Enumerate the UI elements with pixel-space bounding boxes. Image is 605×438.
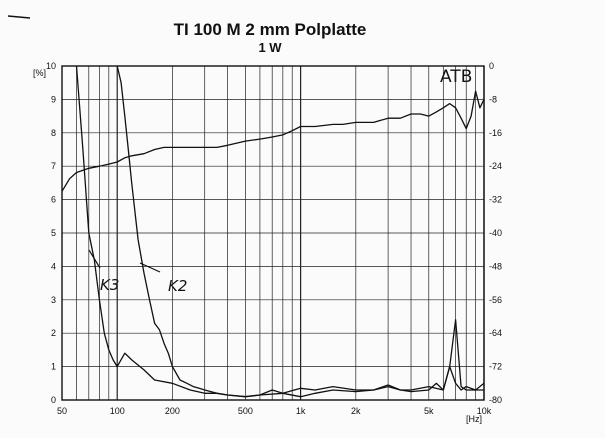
y-left-tick-label: 5 — [51, 228, 56, 238]
y-left-tick-label: 8 — [51, 128, 56, 138]
x-tick-label: 500 — [238, 406, 253, 416]
y-left-tick-label: 7 — [51, 161, 56, 171]
plot-frame — [61, 65, 485, 401]
annotation-k3: K3 — [100, 276, 119, 294]
annotation-k2: K2 — [168, 277, 187, 295]
k2-pointer-stroke — [139, 262, 161, 273]
y-left-unit: [%] — [33, 68, 46, 78]
grid — [61, 65, 485, 401]
y-left-tick-label: 9 — [51, 94, 56, 104]
y-right-tick-label: -40 — [489, 228, 502, 238]
y-right-tick-label: -32 — [489, 195, 502, 205]
y-left-tick-label: 0 — [51, 395, 56, 405]
y-left-tick-label: 1 — [51, 362, 56, 372]
y-right-tick-label: -72 — [489, 362, 502, 372]
y-right-tick-label: -24 — [489, 161, 502, 171]
chart-title: TI 100 M 2 mm Polplatte — [174, 20, 367, 39]
y-right-tick-label: -64 — [489, 328, 502, 338]
y-left-tick-label: 6 — [51, 195, 56, 205]
k3-pointer-stroke — [88, 249, 101, 269]
y-left-tick-label: 10 — [46, 61, 56, 71]
series-line-k3 — [75, 65, 484, 398]
x-tick-label: 10k — [477, 406, 492, 416]
corner-scribble — [7, 15, 31, 19]
annotation-atb: ATB — [440, 67, 472, 87]
x-tick-label: 200 — [165, 406, 180, 416]
y-left-tick-label: 4 — [51, 261, 56, 271]
x-tick-label: 1k — [296, 406, 306, 416]
y-right-tick-label: -48 — [489, 261, 502, 271]
y-left-tick-label: 3 — [51, 295, 56, 305]
y-right-tick-label: 0 — [489, 61, 494, 71]
x-tick-label: 5k — [424, 406, 434, 416]
x-tick-label: 2k — [351, 406, 361, 416]
y-left-tick-label: 2 — [51, 328, 56, 338]
series-line-atb — [61, 90, 485, 192]
handwritten-marks — [7, 15, 161, 273]
x-tick-label: 100 — [110, 406, 125, 416]
y-right-tick-label: -8 — [489, 94, 497, 104]
y-right-tick-label: -56 — [489, 295, 502, 305]
x-tick-label: 50 — [57, 406, 67, 416]
y-right-tick-label: -16 — [489, 128, 502, 138]
series-lines — [61, 65, 485, 398]
x-unit: [Hz] — [466, 414, 482, 424]
y-right-tick-label: -80 — [489, 395, 502, 405]
chart-subtitle: 1 W — [258, 40, 282, 55]
